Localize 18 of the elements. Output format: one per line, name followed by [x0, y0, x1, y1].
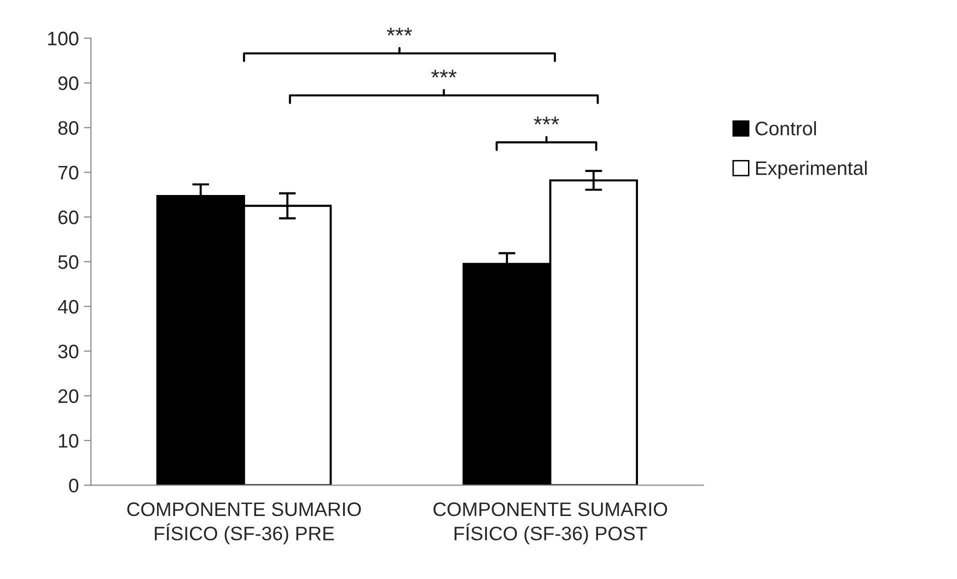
y-tick-label: 20	[58, 389, 78, 404]
legend-label: Experimental	[756, 160, 867, 179]
annotation: ***	[431, 70, 456, 78]
x-tick-label: COMPONENTE SUMARIO FÍSICO (SF-36) POST	[434, 502, 668, 544]
y-tick-label: 30	[58, 344, 78, 358]
y-tick-label: 80	[58, 121, 78, 135]
y-tick-label: 70	[58, 166, 78, 180]
x-tick-label: COMPONENTE SUMARIO FÍSICO (SF-36) PRE	[127, 502, 361, 544]
y-tick-label: 50	[58, 255, 78, 269]
text: ***	[386, 28, 412, 36]
y-tick-label: 90	[58, 76, 78, 90]
y-tick-label: 10	[58, 434, 78, 448]
y-tick-label: 40	[58, 300, 78, 314]
annotation: ***	[534, 116, 560, 124]
y-tick-label: 0	[69, 478, 78, 492]
y-tick-label: 60	[58, 210, 78, 224]
legend-label: Control	[756, 121, 816, 136]
y-tick-label: 100	[48, 32, 78, 46]
